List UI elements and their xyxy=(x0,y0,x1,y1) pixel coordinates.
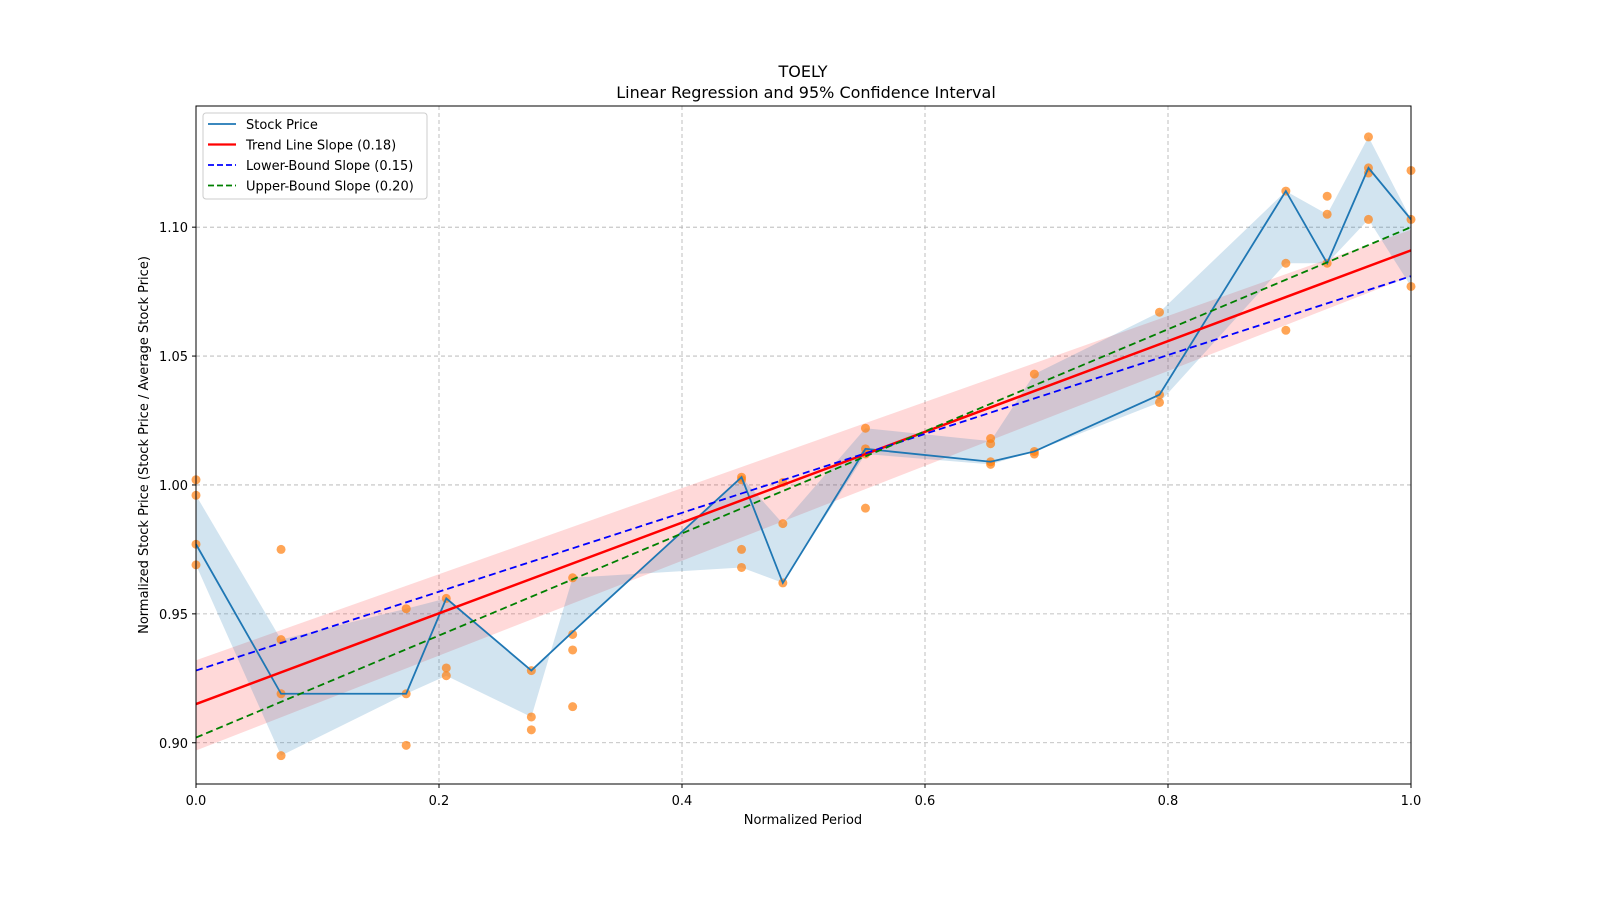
y-tick-label: 1.00 xyxy=(159,479,188,494)
legend-label: Trend Line Slope (0.18) xyxy=(245,139,396,154)
chart-title: TOELY xyxy=(777,62,827,81)
y-tick-label: 1.10 xyxy=(159,221,188,236)
scatter-point xyxy=(737,562,747,572)
x-tick-label: 0.2 xyxy=(429,794,450,809)
scatter-point xyxy=(1154,307,1164,317)
scatter-point xyxy=(1363,214,1373,224)
legend-label: Upper-Bound Slope (0.20) xyxy=(246,180,414,195)
scatter-point xyxy=(1154,397,1164,407)
scatter-point xyxy=(568,629,578,639)
series-lines xyxy=(195,166,1412,739)
x-tick-label: 0.6 xyxy=(915,794,936,809)
scatter-point xyxy=(1281,325,1291,335)
legend-label: Stock Price xyxy=(246,118,318,133)
scatter-point xyxy=(1029,369,1039,379)
scatter-point xyxy=(568,702,578,712)
scatter-point xyxy=(778,519,788,529)
x-tick-label: 1.0 xyxy=(1401,794,1422,809)
scatter-point xyxy=(441,663,451,673)
scatter-point xyxy=(526,712,536,722)
scatter-point xyxy=(1322,191,1332,201)
stock-price-line xyxy=(195,166,1412,695)
scatter-point xyxy=(737,544,747,554)
chart-subtitle: Linear Regression and 95% Confidence Int… xyxy=(616,83,996,102)
scatter-point xyxy=(860,503,870,513)
y-axis-ticks: 0.90 0.95 1.00 1.05 1.10 xyxy=(159,221,196,752)
x-axis-ticks: 0.0 0.2 0.4 0.6 0.8 1.0 xyxy=(186,784,1422,809)
scatter-point xyxy=(568,573,578,583)
legend: Stock Price Trend Line Slope (0.18) Lower-… xyxy=(202,112,428,200)
scatter-point xyxy=(1322,209,1332,219)
x-axis-label: Normalized Period xyxy=(744,813,862,828)
lower-bound-line xyxy=(195,275,1412,672)
y-axis-label: Normalized Stock Price (Stock Price / Av… xyxy=(137,256,152,634)
x-tick-label: 0.4 xyxy=(672,794,693,809)
scatter-point xyxy=(1363,132,1373,142)
scatter-point xyxy=(441,671,451,681)
scatter-point xyxy=(401,740,411,750)
scatter-point xyxy=(986,439,996,449)
trend-confidence-band xyxy=(196,229,1411,751)
plot-frame xyxy=(195,105,1412,785)
x-tick-label: 0.0 xyxy=(186,794,207,809)
grid xyxy=(196,106,1411,784)
scatter-point xyxy=(276,544,286,554)
scatter-point xyxy=(276,751,286,761)
y-tick-label: 0.90 xyxy=(159,737,188,752)
y-tick-label: 1.05 xyxy=(159,350,188,365)
legend-box xyxy=(202,112,428,200)
legend-label: Lower-Bound Slope (0.15) xyxy=(246,159,413,174)
trend-line xyxy=(195,249,1412,706)
scatter-point xyxy=(860,423,870,433)
scatter-point xyxy=(1281,258,1291,268)
scatter-point xyxy=(526,725,536,735)
scatter-point xyxy=(401,604,411,614)
scatter-point xyxy=(568,645,578,655)
x-tick-label: 0.8 xyxy=(1158,794,1179,809)
confidence-band xyxy=(196,229,1411,751)
y-tick-label: 0.95 xyxy=(159,608,188,623)
